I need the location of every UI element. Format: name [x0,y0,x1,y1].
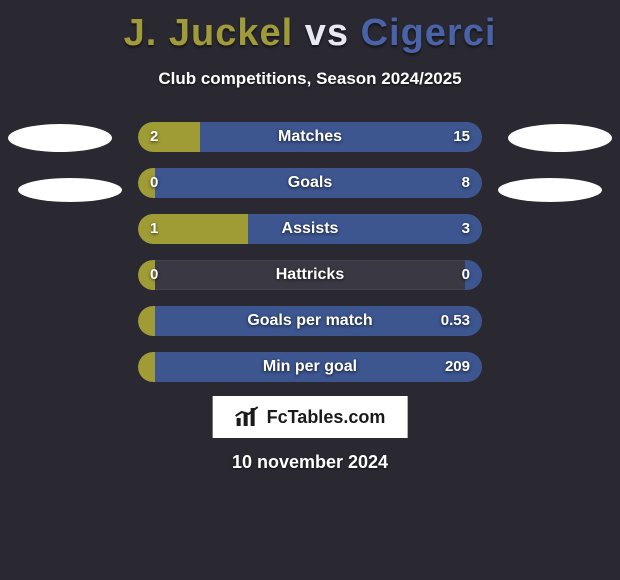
logo-text: FcTables.com [267,407,386,428]
player2-name: Cigerci [361,12,497,54]
stat-row: Min per goal209 [138,352,482,382]
logo-chart-icon [235,406,261,428]
right-value: 0.53 [429,306,482,336]
stat-label: Assists [138,214,482,244]
player2-avatar-bottom [498,178,602,202]
comparison-title: J. Juckel vs Cigerci [0,0,620,55]
stat-row: 2Matches15 [138,122,482,152]
subtitle: Club competitions, Season 2024/2025 [0,69,620,89]
player1-avatar-top [8,124,112,152]
stat-row: 0Hattricks0 [138,260,482,290]
player1-avatar-bottom [18,178,122,202]
stat-label: Min per goal [138,352,482,382]
stat-label: Hattricks [138,260,482,290]
player2-avatar-top [508,124,612,152]
right-value: 0 [450,260,482,290]
stat-row: 0Goals8 [138,168,482,198]
right-value: 15 [441,122,482,152]
stat-label: Goals [138,168,482,198]
player1-name: J. Juckel [124,12,294,54]
date-text: 10 november 2024 [0,452,620,473]
stats-bars: 2Matches150Goals81Assists30Hattricks0Goa… [138,122,482,398]
right-value: 209 [433,352,482,382]
stat-row: Goals per match0.53 [138,306,482,336]
stat-label: Matches [138,122,482,152]
right-value: 8 [450,168,482,198]
stat-row: 1Assists3 [138,214,482,244]
logo-box: FcTables.com [213,396,408,438]
vs-text: vs [305,12,349,54]
right-value: 3 [450,214,482,244]
